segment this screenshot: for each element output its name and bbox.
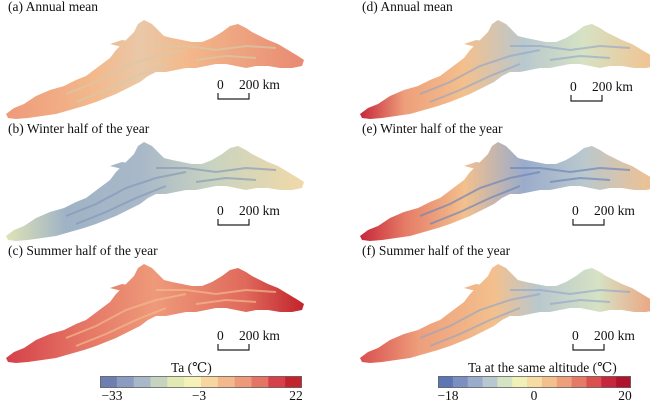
colorbar-swatch <box>268 376 286 388</box>
panel-label-d: (d) Annual mean <box>362 0 453 14</box>
colorbar-swatch <box>571 376 587 388</box>
colorbar-ta-tick-mid: −3 <box>191 388 207 403</box>
scalebar-line <box>217 219 250 226</box>
colorbar-same-altitude <box>438 376 631 388</box>
colorbar-sa-tick-max: 20 <box>618 388 632 403</box>
scalebar-distance: 200 km <box>239 77 280 92</box>
panel-label-b: (b) Winter half of the year <box>8 121 150 136</box>
scalebar-line <box>572 219 605 226</box>
colorbar-swatch <box>116 376 135 388</box>
colorbar-swatch <box>167 376 185 388</box>
scalebar-zero: 0 <box>570 79 577 94</box>
colorbar-swatch <box>438 376 454 388</box>
colorbar-swatch <box>467 376 484 388</box>
scalebar-b: 0 200 km <box>217 204 327 234</box>
colorbar-swatch <box>512 376 528 388</box>
colorbar-swatch <box>234 376 252 388</box>
scalebar-zero: 0 <box>572 203 579 218</box>
colorbar-swatch <box>133 376 151 388</box>
panel-label-f: (f) Summer half of the year <box>362 243 511 258</box>
colorbar-swatch <box>251 376 269 388</box>
colorbar-swatch <box>527 376 543 388</box>
colorbar-ta <box>100 376 302 388</box>
scalebar-f: 0 200 km <box>572 329 650 359</box>
scalebar-zero: 0 <box>217 77 224 92</box>
colorbar-swatch <box>217 376 236 388</box>
panel-label-e: (e) Winter half of the year <box>362 121 503 136</box>
colorbar-swatch <box>616 376 631 388</box>
scalebar-distance: 200 km <box>239 203 280 218</box>
colorbar-swatch <box>601 376 617 388</box>
scalebar-d: 0 200 km <box>570 80 650 110</box>
colorbar-title-ta: Ta (℃) <box>171 360 212 375</box>
colorbar-swatch <box>482 376 498 388</box>
scalebar-distance: 200 km <box>594 328 635 343</box>
colorbar-swatch <box>452 376 469 388</box>
scalebar-line <box>217 93 250 100</box>
colorbar-swatch <box>497 376 513 388</box>
panel-label-c: (c) Summer half of the year <box>8 243 158 258</box>
scalebar-e: 0 200 km <box>572 204 650 234</box>
colorbar-swatch <box>100 376 118 388</box>
scalebar-distance: 200 km <box>239 328 280 343</box>
panel-label-a: (a) Annual mean <box>8 0 98 14</box>
colorbar-ta-tick-max: 22 <box>289 388 303 403</box>
scalebar-distance: 200 km <box>594 203 635 218</box>
colorbar-sa-tick-mid: 0 <box>530 388 538 403</box>
colorbar-swatch <box>184 376 202 388</box>
colorbar-swatch <box>541 376 558 388</box>
colorbar-swatch <box>586 376 602 388</box>
scalebar-line <box>570 95 603 102</box>
colorbar-swatch <box>285 376 302 388</box>
scalebar-c: 0 200 km <box>217 329 327 359</box>
colorbar-title-same-altitude: Ta at the same altitude (℃) <box>468 360 617 375</box>
colorbar-sa-tick-min: −18 <box>437 388 459 403</box>
scalebar-a: 0 200 km <box>217 78 327 108</box>
colorbar-swatch <box>150 376 168 388</box>
colorbar-frame <box>438 376 631 388</box>
scalebar-line <box>217 344 250 351</box>
scalebar-zero: 0 <box>572 328 579 343</box>
colorbar-swatch <box>201 376 219 388</box>
colorbar-swatch <box>556 376 573 388</box>
colorbar-ta-tick-min: −33 <box>101 388 123 403</box>
colorbar-frame <box>100 376 302 388</box>
scalebar-line <box>572 344 605 351</box>
scalebar-zero: 0 <box>217 203 224 218</box>
scalebar-zero: 0 <box>217 328 224 343</box>
scalebar-distance: 200 km <box>592 79 633 94</box>
